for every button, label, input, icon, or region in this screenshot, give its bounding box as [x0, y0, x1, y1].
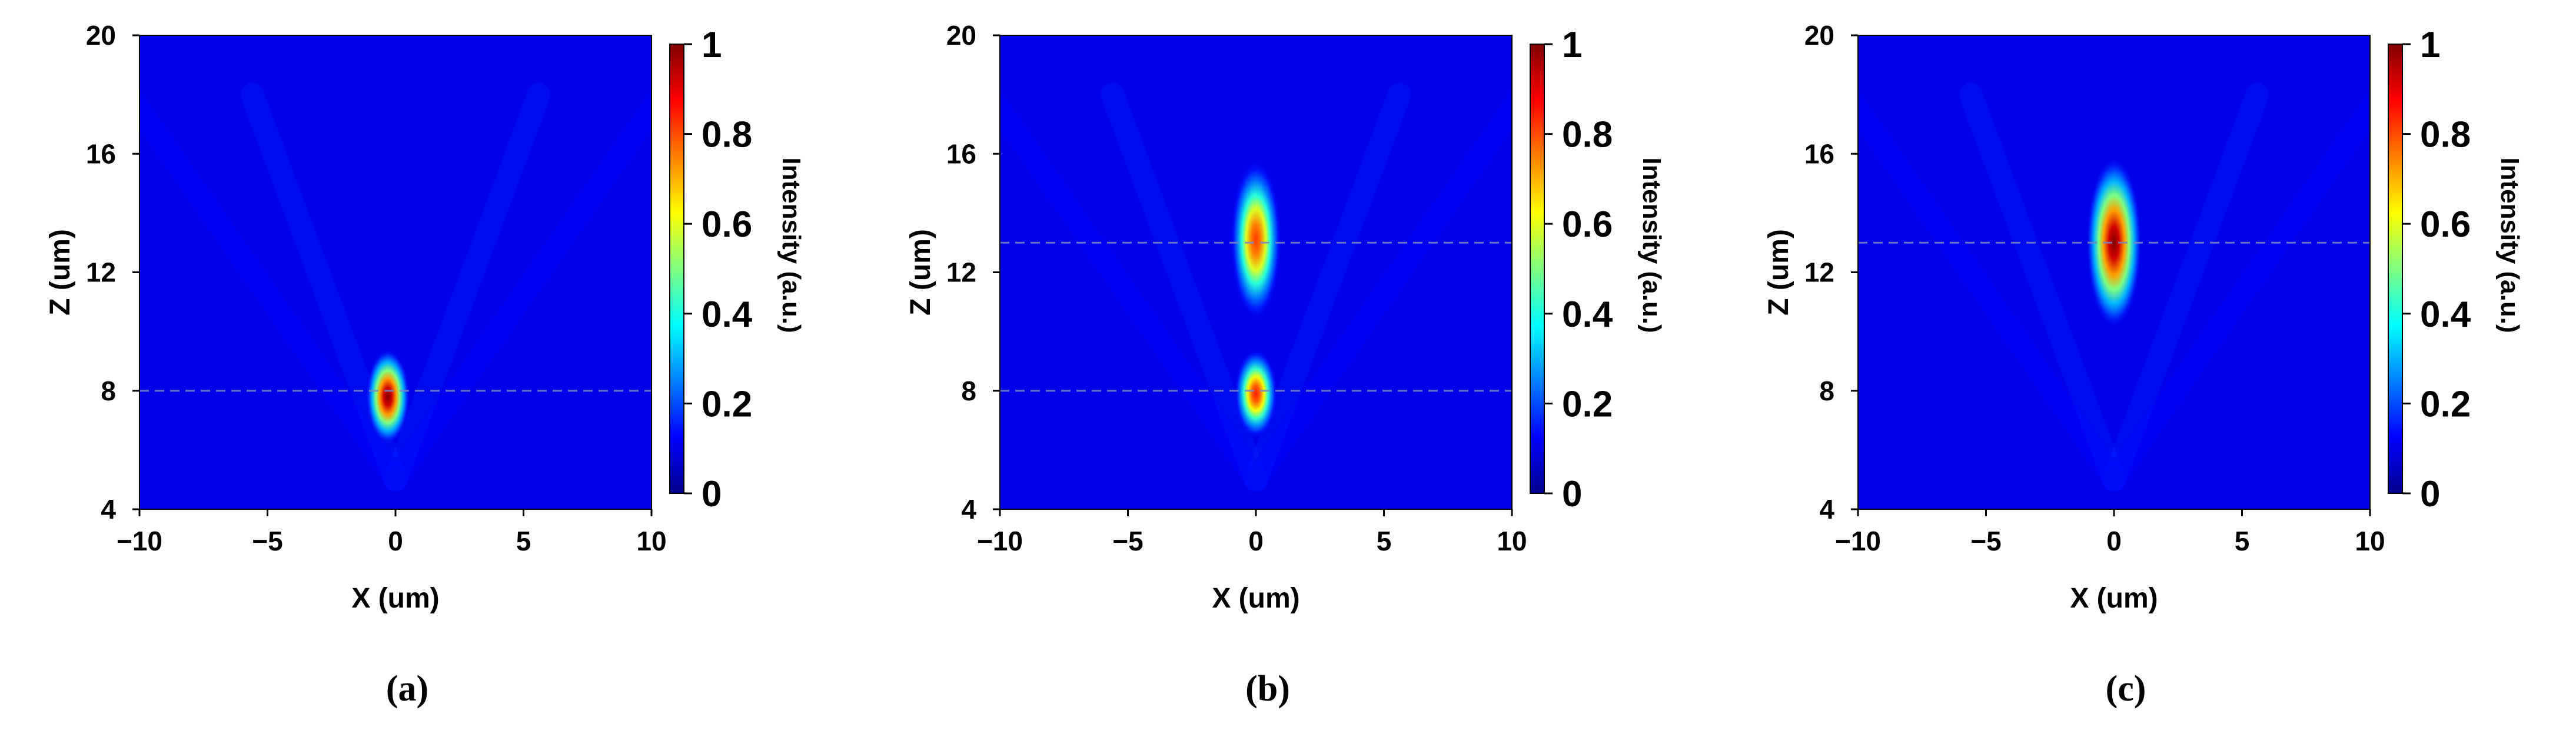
x-axis-label: X (um): [1212, 583, 1299, 614]
colorbar: [1530, 44, 1545, 494]
x-tick-label: 10: [636, 526, 666, 556]
y-tick-label: 20: [1804, 20, 1834, 51]
x-tick-label: −5: [1970, 526, 2001, 556]
y-tick-label: 12: [1804, 257, 1834, 288]
x-tick-label: 10: [1497, 526, 1527, 556]
colorbar-title: Intensity (a.u.): [2495, 157, 2524, 333]
panel-label: (a): [386, 669, 428, 709]
heatmap-field: [139, 82, 652, 492]
colorbar-title: Intensity (a.u.): [777, 157, 806, 333]
heatmap-field: [1000, 82, 1512, 492]
y-tick-label: 20: [946, 20, 976, 51]
side-lobe: [1244, 88, 1512, 492]
colorbar-tick-label: 0.6: [702, 204, 752, 245]
y-tick-label: 8: [961, 376, 976, 406]
heatmap-field: [1858, 82, 2370, 492]
y-axis-label: Z (um): [45, 229, 76, 316]
colorbar-tick-label: 0: [702, 474, 722, 515]
colorbar-tick-label: 0.2: [2420, 384, 2471, 424]
colorbar-tick-label: 0.2: [702, 384, 752, 424]
focal-spot: [1234, 349, 1278, 439]
y-axis-label: Z (um): [905, 229, 936, 316]
colorbar-tick-label: 0.8: [702, 115, 752, 155]
side-lobe: [1858, 88, 2126, 492]
y-tick-label: 20: [86, 20, 116, 51]
side-lobe: [2102, 88, 2370, 492]
x-tick-label: 5: [1377, 526, 1392, 556]
y-tick-label: 8: [101, 376, 116, 406]
x-tick-label: 10: [2355, 526, 2385, 556]
panel-label: (c): [2106, 669, 2146, 709]
chart-panel-2: −10 −5 0 5 10 4 8 12 16 20 X (um) Z (um) 0 0.2 0.4 0.6 0…: [905, 20, 1666, 709]
y-tick-label: 12: [946, 257, 976, 288]
y-tick-label: 16: [86, 138, 116, 169]
x-tick-label: −5: [252, 526, 282, 556]
side-lobe: [1959, 82, 2126, 492]
colorbar: [2388, 44, 2403, 494]
x-tick-label: 0: [388, 526, 403, 556]
colorbar-tick-label: 0.6: [2420, 204, 2471, 245]
side-lobe: [384, 88, 652, 492]
side-lobe: [384, 82, 551, 492]
x-tick-label: −10: [977, 526, 1023, 556]
x-tick-label: −10: [117, 526, 162, 556]
colorbar: [669, 44, 684, 494]
colorbar-title: Intensity (a.u.): [1637, 157, 1666, 333]
x-tick-label: 0: [1248, 526, 1264, 556]
y-axis-label: Z (um): [1763, 229, 1794, 316]
y-tick-label: 16: [1804, 138, 1834, 169]
colorbar-tick-label: 1: [1562, 25, 1582, 65]
side-lobe: [139, 88, 407, 492]
x-tick-label: 0: [2106, 526, 2122, 556]
x-axis-label: X (um): [351, 583, 439, 614]
y-tick-label: 4: [961, 494, 976, 525]
y-tick-label: 8: [1819, 376, 1834, 406]
chart-panel-3: −10 −5 0 5 10 4 8 12 16 20 X (um) Z (um) 0 0.2 0.4 0.6 0…: [1763, 20, 2524, 709]
focal-spot: [2086, 157, 2142, 328]
side-lobe: [1244, 82, 1411, 492]
chart-panel-1: −10 −5 0 5 10 4 8 12 16 20 X (um) Z (um) 0 0.2 0.4 0.6 0…: [45, 20, 806, 709]
colorbar-tick-label: 0: [1562, 474, 1582, 515]
colorbar-tick-label: 0.4: [1562, 294, 1613, 335]
y-tick-label: 4: [1819, 494, 1834, 525]
panel-label: (b): [1245, 669, 1290, 709]
colorbar-tick-label: 0.4: [702, 294, 753, 335]
colorbar-tick-label: 0: [2420, 474, 2440, 515]
y-tick-label: 4: [101, 494, 116, 525]
side-lobe: [2102, 82, 2269, 492]
colorbar-tick-label: 0.6: [1562, 204, 1613, 245]
x-tick-label: −5: [1112, 526, 1143, 556]
colorbar-tick-label: 0.8: [1562, 115, 1613, 155]
focal-spot: [1230, 159, 1282, 321]
y-tick-label: 16: [946, 138, 976, 169]
colorbar-tick-label: 0.8: [2420, 115, 2471, 155]
colorbar-tick-label: 0.2: [1562, 384, 1613, 424]
y-tick-label: 12: [86, 257, 116, 288]
x-tick-label: −10: [1835, 526, 1881, 556]
colorbar-tick-label: 1: [702, 25, 722, 65]
x-tick-label: 5: [2235, 526, 2250, 556]
side-lobe: [1101, 82, 1268, 492]
colorbar-tick-label: 0.4: [2420, 294, 2471, 335]
x-axis-label: X (um): [2070, 583, 2158, 614]
colorbar-tick-label: 1: [2420, 25, 2440, 65]
x-tick-label: 5: [516, 526, 531, 556]
side-lobe: [1000, 88, 1268, 492]
focal-spot: [365, 349, 410, 444]
